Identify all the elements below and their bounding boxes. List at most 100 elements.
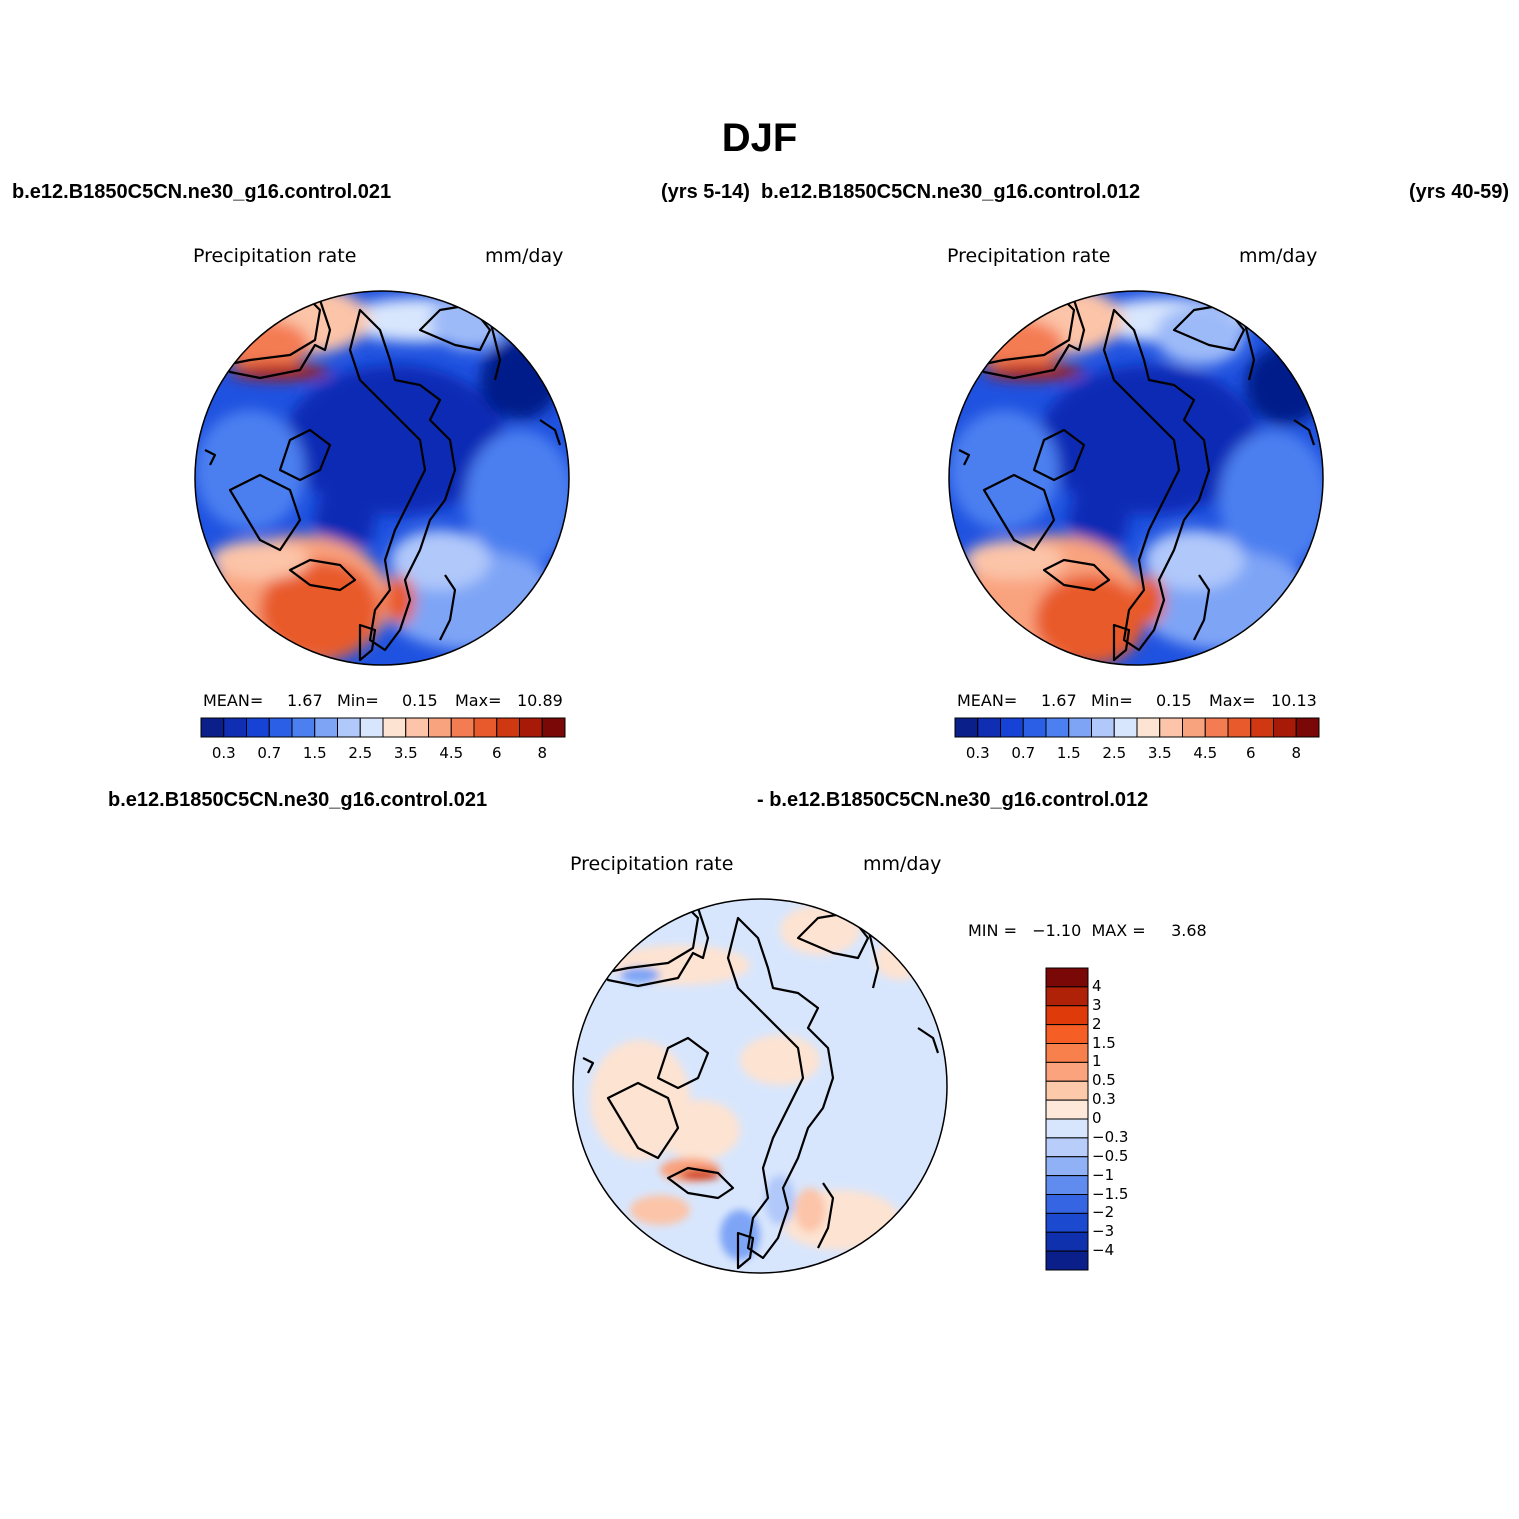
colorbar-tick-label: −2	[1092, 1203, 1115, 1222]
colorbar-tick-label: 0.3	[965, 744, 990, 762]
colorbar-box	[1204, 717, 1229, 738]
diff-colorbar	[1045, 967, 1089, 1271]
panel2-min-label: Min=	[1091, 691, 1133, 710]
colorbar-box	[382, 717, 407, 738]
colorbar-box	[223, 717, 247, 738]
diff-case2-name: - b.e12.B1850C5CN.ne30_g16.control.012	[757, 789, 1149, 811]
colorbar-box	[1045, 1005, 1089, 1026]
colorbar-box	[519, 717, 543, 738]
colorbar-box	[1159, 717, 1183, 738]
colorbar-box	[1045, 1231, 1089, 1252]
panel1-variable: Precipitation rate	[193, 245, 357, 267]
colorbar-tick-label: 0	[1092, 1109, 1102, 1127]
panel2-variable: Precipitation rate	[947, 245, 1111, 267]
colorbar-box	[1113, 717, 1138, 738]
colorbar-box	[314, 717, 338, 738]
colorbar-box	[291, 717, 316, 738]
colorbar-box	[977, 717, 1001, 738]
colorbar-box	[1045, 967, 1089, 988]
colorbar-tick-label: 1	[1092, 1052, 1102, 1071]
colorbar-box	[428, 717, 452, 738]
diff-precip-map	[573, 899, 947, 1273]
colorbar-tick-label: −0.5	[1092, 1146, 1129, 1165]
colorbar-tick-label: −0.3	[1092, 1127, 1129, 1146]
colorbar-box	[1000, 717, 1024, 738]
colorbar-box	[359, 717, 384, 738]
colorbar-tick-label: 2.5	[348, 744, 373, 762]
colorbar-tick-label: −3	[1092, 1222, 1115, 1241]
colorbar-tick-label: 8	[1291, 744, 1302, 762]
colorbar-tick-label: 6	[1245, 744, 1256, 762]
colorbar-box	[1045, 1194, 1089, 1214]
panel1-mean-label: MEAN=	[203, 691, 264, 710]
colorbar-box	[1295, 717, 1320, 738]
colorbar-box	[1045, 1061, 1089, 1082]
panel2-precip-map	[949, 291, 1323, 665]
colorbar-box	[1022, 717, 1047, 738]
colorbar-tick-label: 6	[491, 744, 502, 762]
colorbar-box	[337, 717, 361, 738]
colorbar-tick-label: −1	[1092, 1165, 1115, 1184]
case2-years: (yrs 40-59)	[1409, 181, 1510, 203]
colorbar-tick-label: 0.3	[211, 744, 236, 762]
colorbar-box	[1227, 717, 1252, 738]
colorbar-tick-label: −1.5	[1092, 1184, 1129, 1203]
colorbar-tick-label: 1.5	[1092, 1033, 1116, 1052]
colorbar-box	[450, 717, 475, 738]
colorbar-box	[1045, 1024, 1089, 1044]
case1-name: b.e12.B1850C5CN.ne30_g16.control.021	[12, 181, 392, 203]
colorbar-box	[1045, 1156, 1089, 1177]
colorbar-box	[541, 717, 566, 738]
colorbar-box	[1045, 1175, 1089, 1195]
diff-variable: Precipitation rate	[570, 853, 734, 875]
colorbar-box	[1045, 1137, 1089, 1158]
panel1-min-value: 0.15	[402, 691, 438, 710]
panel2-mean-label: MEAN=	[957, 691, 1018, 710]
colorbar-tick-label: −4	[1092, 1241, 1115, 1260]
colorbar-box	[1068, 717, 1092, 738]
colorbar-tick-label: 0.7	[257, 744, 282, 762]
colorbar-box	[1182, 717, 1206, 738]
panel2-units: mm/day	[1239, 245, 1318, 267]
case2-name: b.e12.B1850C5CN.ne30_g16.control.012	[761, 181, 1141, 203]
diff-case1-name: b.e12.B1850C5CN.ne30_g16.control.021	[108, 789, 488, 811]
panel1-mean-value: 1.67	[287, 691, 323, 710]
colorbar-box	[1045, 1043, 1089, 1063]
colorbar-tick-label: 0.5	[1092, 1071, 1116, 1090]
colorbar-box	[1045, 986, 1089, 1007]
colorbar-tick-label: 2	[1092, 1014, 1102, 1033]
colorbar-tick-label: 0.7	[1011, 744, 1036, 762]
figure-title: DJF	[721, 116, 798, 160]
colorbar-tick-label: 1.5	[1056, 744, 1081, 762]
colorbar-box	[1045, 1099, 1089, 1120]
colorbar-box	[1045, 1080, 1089, 1101]
colorbar-tick-label: 3.5	[393, 744, 418, 762]
colorbar-box	[473, 717, 498, 738]
case1-years: (yrs 5-14)	[661, 181, 750, 203]
colorbar-tick-label: 2.5	[1102, 744, 1127, 762]
diff-minmax: MIN = −1.10 MAX = 3.68	[968, 921, 1207, 940]
diff-units: mm/day	[863, 853, 942, 875]
panel2-max-value: 10.13	[1271, 691, 1317, 710]
panel2-colorbar	[954, 717, 1320, 738]
colorbar-box	[1091, 717, 1115, 738]
panel1-precip-map	[195, 291, 569, 665]
colorbar-box	[954, 717, 979, 738]
panel1-max-label: Max=	[455, 691, 502, 710]
colorbar-box	[1250, 717, 1274, 738]
colorbar-box	[1045, 1212, 1089, 1233]
panel1-units: mm/day	[485, 245, 564, 267]
panel2-max-label: Max=	[1209, 691, 1256, 710]
colorbar-tick-label: 8	[537, 744, 548, 762]
colorbar-box	[1045, 1118, 1089, 1139]
colorbar-tick-label: 0.3	[1092, 1090, 1116, 1109]
colorbar-box	[200, 717, 225, 738]
colorbar-tick-label: 1.5	[302, 744, 327, 762]
colorbar-box	[496, 717, 520, 738]
colorbar-box	[1136, 717, 1161, 738]
colorbar-tick-label: 3.5	[1147, 744, 1172, 762]
colorbar-tick-label: 4	[1092, 976, 1102, 995]
colorbar-tick-label: 3	[1092, 995, 1102, 1014]
colorbar-tick-label: 4.5	[1193, 744, 1218, 762]
panel2-mean-value: 1.67	[1041, 691, 1077, 710]
